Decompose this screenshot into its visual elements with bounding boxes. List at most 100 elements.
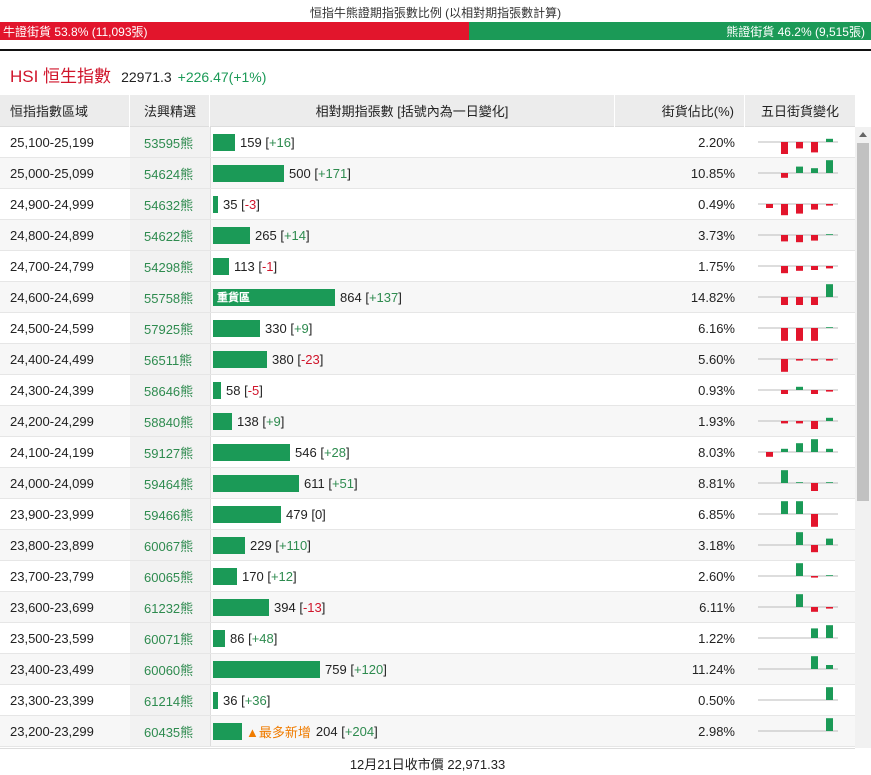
sparkline-bar bbox=[811, 483, 818, 491]
sparkline-bar bbox=[781, 470, 788, 483]
outstanding-pct: 14.82% bbox=[690, 289, 735, 305]
sparkline-bar bbox=[796, 443, 803, 452]
contracts-cell: 86 [+48] bbox=[210, 623, 615, 653]
sparkline-bar bbox=[796, 386, 803, 390]
five-day-sparkline bbox=[758, 327, 838, 341]
daily-change: +171 bbox=[317, 165, 348, 181]
sparkline-bar bbox=[811, 628, 818, 638]
index-range: 24,500-24,599 bbox=[10, 320, 94, 336]
warrant-link[interactable]: 54632熊 bbox=[130, 189, 210, 219]
outstanding-pct: 1.22% bbox=[698, 630, 735, 646]
five-day-sparkline bbox=[758, 203, 838, 216]
contracts-value: 611 [+51] bbox=[304, 475, 358, 491]
sparkline-bar bbox=[796, 328, 803, 341]
column-header-warrant: 法興精選 bbox=[130, 94, 210, 127]
five-day-chart bbox=[745, 282, 855, 312]
warrant-link[interactable]: 58840熊 bbox=[130, 406, 210, 436]
sparkline-bar bbox=[811, 421, 818, 429]
contracts-bar bbox=[213, 567, 237, 585]
scroll-up-arrow-icon[interactable] bbox=[855, 129, 871, 139]
daily-change: +14 bbox=[283, 227, 306, 243]
warrant-link[interactable]: 56511熊 bbox=[130, 344, 210, 374]
sparkline-bar bbox=[826, 538, 833, 545]
warrant-link[interactable]: 59466熊 bbox=[130, 499, 210, 529]
scrollbar[interactable] bbox=[855, 127, 871, 748]
contracts-cell: 35 [-3] bbox=[210, 189, 615, 219]
five-day-sparkline bbox=[758, 470, 838, 491]
contracts-number: 759 bbox=[325, 661, 347, 677]
table-row: 23,300-23,399 61214熊 36 [+36] 0.50% bbox=[0, 685, 855, 716]
warrant-link[interactable]: 59464熊 bbox=[130, 468, 210, 498]
contracts-number: 394 bbox=[274, 599, 296, 615]
footer-divider bbox=[0, 748, 855, 749]
contracts-bar bbox=[213, 598, 269, 616]
index-range: 24,600-24,699 bbox=[10, 289, 94, 305]
contracts-number: 500 bbox=[289, 165, 311, 181]
five-day-chart bbox=[745, 375, 855, 405]
sparkline-bar bbox=[826, 665, 833, 669]
warrant-link[interactable]: 55758熊 bbox=[130, 282, 210, 312]
contracts-number: 265 bbox=[255, 227, 277, 243]
warrant-link[interactable]: 59127熊 bbox=[130, 437, 210, 467]
contracts-value: 864 [+137] bbox=[340, 289, 402, 305]
sparkline-bar bbox=[796, 297, 803, 305]
five-day-sparkline bbox=[758, 284, 838, 305]
warrant-link[interactable]: 60065熊 bbox=[130, 561, 210, 591]
five-day-chart bbox=[745, 499, 855, 529]
index-range: 24,400-24,499 bbox=[10, 351, 94, 367]
warrant-link[interactable]: 54298熊 bbox=[130, 251, 210, 281]
table-header: 恒指指數區域 法興精選 相對期指張數 [括號內為一日變化] 街貨佔比(%) 五日… bbox=[0, 94, 855, 127]
ratio-title: 恒指牛熊證期指張數比例 (以相對期指張數計算) bbox=[309, 6, 562, 20]
outstanding-pct: 6.16% bbox=[698, 320, 735, 336]
outstanding-pct: 0.50% bbox=[698, 692, 735, 708]
index-range: 23,600-23,699 bbox=[10, 599, 94, 615]
sparkline-bar bbox=[796, 563, 803, 576]
contracts-number: 86 bbox=[230, 630, 245, 646]
sparkline-bar bbox=[796, 501, 803, 514]
sparkline-bar bbox=[796, 482, 803, 483]
index-change: +226.47(+1%) bbox=[177, 69, 267, 85]
contracts-value: 330 [+9] bbox=[265, 320, 313, 336]
warrant-link[interactable]: 53595熊 bbox=[130, 127, 210, 157]
warrant-link[interactable]: 61214熊 bbox=[130, 685, 210, 715]
sparkline-bar bbox=[766, 452, 773, 457]
five-day-chart bbox=[745, 716, 855, 746]
contracts-value: 36 [+36] bbox=[223, 692, 271, 708]
five-day-chart bbox=[745, 561, 855, 591]
warrant-link[interactable]: 60071熊 bbox=[130, 623, 210, 653]
sparkline-bar bbox=[781, 390, 788, 394]
daily-change: -5 bbox=[247, 382, 260, 398]
table-row: 24,900-24,999 54632熊 35 [-3] 0.49% bbox=[0, 189, 855, 220]
warrant-link[interactable]: 60435熊 bbox=[130, 716, 210, 746]
contracts-cell: 546 [+28] bbox=[210, 437, 615, 467]
warrant-link[interactable]: 60060熊 bbox=[130, 654, 210, 684]
outstanding-pct: 0.49% bbox=[698, 196, 735, 212]
contracts-bar bbox=[213, 319, 260, 337]
sparkline-bar bbox=[826, 718, 833, 731]
scrollbar-thumb[interactable] bbox=[857, 143, 869, 501]
table-row: 24,200-24,299 58840熊 138 [+9] 1.93% bbox=[0, 406, 855, 437]
index-range: 23,500-23,599 bbox=[10, 630, 94, 646]
contracts-bar bbox=[213, 691, 218, 709]
five-day-sparkline bbox=[758, 563, 838, 578]
table-row: 23,600-23,699 61232熊 394 [-13] 6.11% bbox=[0, 592, 855, 623]
contracts-bar bbox=[213, 381, 221, 399]
sparkline-bar bbox=[826, 482, 833, 483]
warrant-link[interactable]: 58646熊 bbox=[130, 375, 210, 405]
bear-ratio-label: 熊證街貨 46.2% (9,515張) bbox=[726, 24, 865, 39]
contracts-value: 759 [+120] bbox=[325, 661, 387, 677]
sparkline-bar bbox=[781, 448, 788, 452]
five-day-chart bbox=[745, 189, 855, 219]
warrant-link[interactable]: 57925熊 bbox=[130, 313, 210, 343]
sparkline-bar bbox=[811, 576, 818, 578]
contracts-cell: 58 [-5] bbox=[210, 375, 615, 405]
contracts-value: 170 [+12] bbox=[242, 568, 297, 584]
contracts-cell: 229 [+110] bbox=[210, 530, 615, 560]
warrant-link[interactable]: 54624熊 bbox=[130, 158, 210, 188]
contracts-number: 204 bbox=[315, 723, 338, 739]
contracts-value: 35 [-3] bbox=[223, 196, 260, 212]
daily-change: +9 bbox=[265, 413, 281, 429]
warrant-link[interactable]: 54622熊 bbox=[130, 220, 210, 250]
warrant-link[interactable]: 60067熊 bbox=[130, 530, 210, 560]
warrant-link[interactable]: 61232熊 bbox=[130, 592, 210, 622]
